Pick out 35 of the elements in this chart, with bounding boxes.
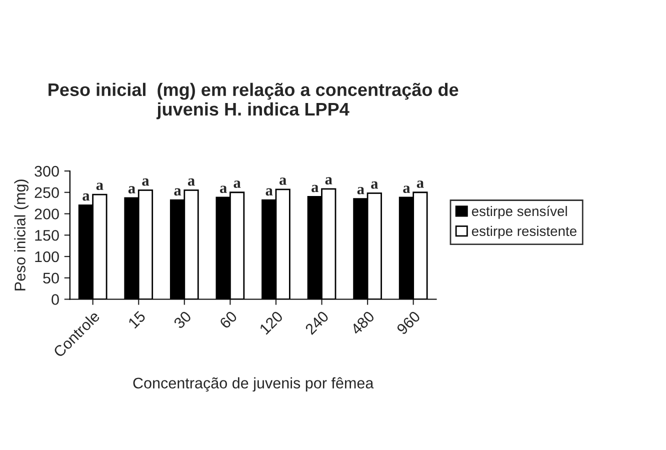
data-label: a bbox=[234, 180, 241, 188]
y-tick-label: 250 bbox=[34, 187, 59, 198]
y-tick-label: 100 bbox=[35, 251, 59, 262]
y-tick-label: 0 bbox=[52, 294, 59, 305]
data-label: a bbox=[96, 182, 104, 190]
x-axis-title: Concentração de juvenis por fêmea bbox=[133, 377, 374, 392]
data-label: a bbox=[142, 178, 150, 186]
x-tick-label: 240 bbox=[304, 310, 330, 336]
data-label: a bbox=[220, 186, 227, 194]
x-tick-label: 60 bbox=[219, 310, 238, 330]
chart-title: Peso inicial (mg) em relação a concentração de juvenis H. indica LPP4 bbox=[48, 82, 458, 120]
x-tick-label: 480 bbox=[350, 310, 376, 336]
y-axis-title: Peso inicial (mg) bbox=[14, 180, 28, 290]
data-label: a bbox=[403, 186, 410, 194]
data-label: a bbox=[128, 186, 136, 194]
y-tick-label: 300 bbox=[34, 166, 59, 177]
x-tick-label: 120 bbox=[259, 310, 284, 335]
data-label: a bbox=[280, 178, 286, 185]
data-label: a bbox=[174, 188, 182, 196]
x-tick-label: 960 bbox=[396, 310, 421, 336]
data-label: a bbox=[357, 186, 364, 194]
legend-label: estirpe sensível bbox=[472, 206, 567, 219]
data-label: a bbox=[371, 181, 378, 189]
data-label: a bbox=[312, 184, 318, 192]
legend-label: estirpe resistente bbox=[472, 226, 576, 239]
x-tick-label: 15 bbox=[128, 310, 146, 329]
y-tick-label: 150 bbox=[35, 230, 59, 241]
y-tick-label: 50 bbox=[43, 272, 59, 284]
data-label: a bbox=[82, 193, 90, 201]
x-tick-label: 30 bbox=[173, 310, 192, 330]
y-tick-label: 200 bbox=[34, 208, 59, 220]
data-label: a bbox=[266, 188, 273, 196]
data-label: a bbox=[416, 180, 424, 188]
data-label: a bbox=[188, 178, 195, 186]
data-label: a bbox=[325, 177, 332, 184]
